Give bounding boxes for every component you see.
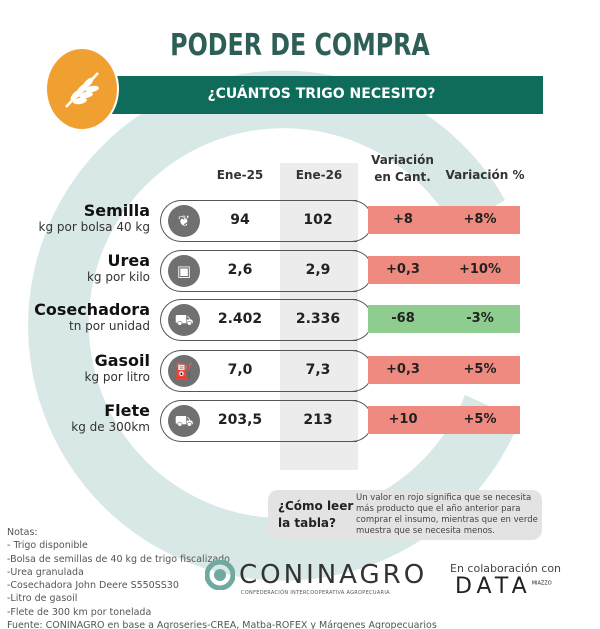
value-prev: 203,5 — [217, 412, 263, 428]
var-cant: +8 — [393, 212, 413, 227]
var-pct: +10% — [458, 262, 501, 277]
note-line: -Cosechadora John Deere S550SS30 — [7, 580, 179, 592]
variation-bar: +8 +8% — [368, 206, 520, 234]
row-name: Flete — [104, 401, 150, 420]
header-var-cant: Variación en Cant. — [371, 153, 434, 184]
truck-icon: ⛟ — [168, 405, 200, 437]
partner-name: DATA — [455, 574, 532, 599]
value-curr: 7,3 — [305, 362, 331, 378]
variation-bar: +0,3 +5% — [368, 356, 520, 384]
row-name: Urea — [107, 251, 150, 270]
coninagro-logo-icon — [205, 560, 235, 590]
note-line: -Flete de 300 km por tonelada — [7, 606, 152, 618]
value-curr: 2,9 — [305, 262, 331, 278]
row-name: Semilla — [83, 201, 150, 220]
how-to-read-box: ¿Cómo leer la tabla? Un valor en rojo si… — [268, 490, 542, 540]
row-unit: tn por unidad — [69, 319, 150, 333]
variation-bar: +0,3 +10% — [368, 256, 520, 284]
header-prev: Ene-25 — [216, 168, 264, 182]
partner-sup: MIAZZO — [531, 580, 552, 587]
row-name: Cosechadora — [34, 300, 150, 319]
row-unit: kg de 300km — [71, 420, 150, 434]
row-unit: kg por litro — [84, 370, 150, 384]
value-curr: 213 — [303, 412, 333, 428]
row-pill — [160, 299, 357, 341]
collab-text: En colaboración con — [450, 562, 562, 575]
row-pill — [160, 250, 357, 292]
var-cant: +0,3 — [386, 362, 420, 377]
logo-name: CONINAGRO — [239, 560, 428, 590]
fertilizer-bag-icon: ▣ — [168, 255, 200, 287]
var-pct: -3% — [466, 311, 494, 326]
var-pct: +8% — [463, 212, 497, 227]
row-pill — [160, 200, 357, 242]
note-line: -Urea granulada — [7, 566, 84, 578]
wheat-badge — [45, 47, 119, 131]
wheat-icon — [65, 72, 99, 108]
row-pill — [160, 350, 357, 392]
note-line: - Trigo disponible — [7, 540, 88, 552]
var-pct: +5% — [463, 412, 497, 427]
note-line: -Litro de gasoil — [7, 593, 78, 605]
row-unit: kg por bolsa 40 kg — [38, 220, 150, 234]
page-title: PODER DE COMPRA — [170, 28, 430, 63]
value-curr: 102 — [303, 212, 333, 228]
leaf-icon: ❦ — [168, 205, 200, 237]
var-cant: +10 — [388, 412, 418, 427]
subtitle-band: ¿CUÁNTOS TRIGO NECESITO? — [100, 76, 543, 114]
row-name: Gasoil — [94, 351, 150, 370]
value-prev: 94 — [230, 212, 250, 228]
variation-bar: +10 +5% — [368, 406, 520, 434]
row-unit: kg por kilo — [86, 270, 150, 284]
header-curr: Ene-26 — [295, 168, 343, 182]
value-prev: 7,0 — [227, 362, 253, 378]
harvester-icon: ⛟ — [168, 304, 200, 336]
help-question: ¿Cómo leer la tabla? — [278, 499, 354, 530]
notes: Notas: - Trigo disponible -Bolsa de semi… — [7, 526, 437, 629]
note-line: -Bolsa de semillas de 40 kg de trigo fis… — [7, 553, 230, 565]
partner-logo: DATAMIAZZO — [455, 574, 552, 599]
var-cant: +0,3 — [386, 262, 420, 277]
var-pct: +5% — [463, 362, 497, 377]
value-prev: 2,6 — [227, 262, 253, 278]
note-line: Notas: — [7, 527, 38, 538]
logo-subtitle: CONFEDERACIÓN INTERCOOPERATIVA AGROPECUA… — [241, 590, 390, 596]
source-line: Fuente: CONINAGRO en base a Agroseries-C… — [7, 620, 437, 629]
variation-bar: -68 -3% — [368, 305, 520, 333]
row-pill — [160, 400, 357, 442]
subtitle: ¿CUÁNTOS TRIGO NECESITO? — [207, 86, 436, 102]
value-prev: 2.402 — [217, 311, 263, 327]
header-var-pct: Variación % — [445, 168, 525, 182]
var-cant: -68 — [391, 311, 415, 326]
help-text: Un valor en rojo significa que se necesi… — [356, 493, 538, 536]
fuel-pump-icon: ⛽ — [168, 355, 200, 387]
value-curr: 2.336 — [295, 311, 341, 327]
